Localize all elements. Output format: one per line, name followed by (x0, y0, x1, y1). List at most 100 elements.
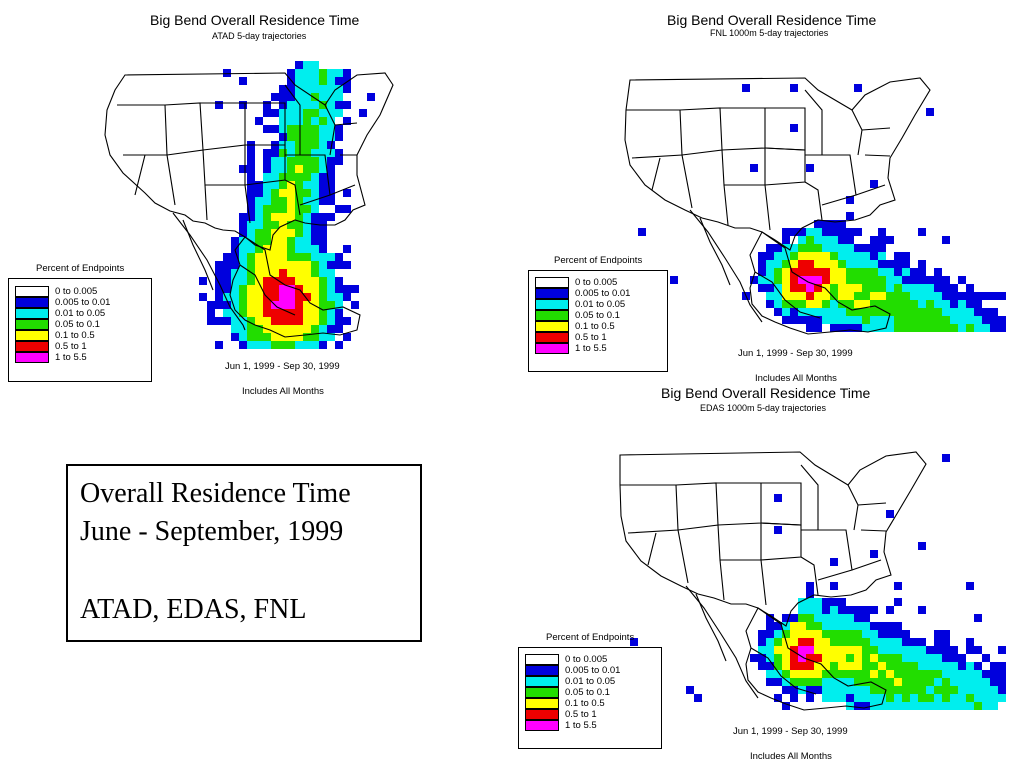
grid-cell (830, 308, 838, 316)
grid-cell (846, 654, 854, 662)
grid-cell (846, 292, 854, 300)
edas-legend: 0 to 0.005 0.005 to 0.01 0.01 to 0.05 0.… (518, 647, 662, 749)
grid-cell (958, 316, 966, 324)
grid-cell (303, 141, 311, 149)
grid-cell (798, 268, 806, 276)
grid-cell (335, 317, 343, 325)
legend-label: 0 to 0.005 (565, 654, 608, 665)
grid-cell (742, 84, 750, 92)
grid-cell (854, 292, 862, 300)
grid-cell (902, 638, 910, 646)
grid-cell (862, 702, 870, 710)
grid-cell (814, 292, 822, 300)
grid-cell (319, 189, 327, 197)
grid-cell (886, 324, 894, 332)
grid-cell (974, 662, 982, 670)
grid-cell (870, 292, 878, 300)
grid-cell (854, 686, 862, 694)
grid-cell (311, 341, 319, 349)
grid-cell (790, 228, 798, 236)
grid-cell (343, 261, 351, 269)
grid-cell (303, 317, 311, 325)
legend-swatch (525, 698, 559, 709)
grid-cell (231, 325, 239, 333)
grid-cell (367, 93, 375, 101)
grid-cell (798, 678, 806, 686)
atad-title: Big Bend Overall Residence Time (150, 12, 360, 28)
grid-cell (239, 317, 247, 325)
grid-cell (758, 284, 766, 292)
legend-swatch (15, 352, 49, 363)
grid-cell (838, 598, 846, 606)
grid-cell (319, 117, 327, 125)
fnl-title: Big Bend Overall Residence Time (667, 12, 877, 28)
grid-cell (271, 221, 279, 229)
grid-cell (878, 292, 886, 300)
grid-cell (830, 646, 838, 654)
grid-cell (303, 237, 311, 245)
grid-cell (295, 149, 303, 157)
grid-cell (870, 316, 878, 324)
grid-cell (838, 614, 846, 622)
grid-cell (287, 333, 295, 341)
grid-cell (814, 308, 822, 316)
grid-cell (223, 69, 231, 77)
grid-cell (295, 93, 303, 101)
grid-cell (327, 141, 335, 149)
edas-legend-row: 0.5 to 1 (525, 709, 665, 720)
grid-cell (910, 268, 918, 276)
grid-cell (886, 236, 894, 244)
grid-cell (311, 93, 319, 101)
grid-cell (239, 309, 247, 317)
grid-cell (846, 268, 854, 276)
grid-cell (343, 285, 351, 293)
grid-cell (774, 252, 782, 260)
grid-cell (990, 316, 998, 324)
grid-cell (830, 324, 838, 332)
grid-cell (295, 253, 303, 261)
grid-cell (343, 205, 351, 213)
grid-cell (870, 606, 878, 614)
grid-cell (774, 622, 782, 630)
grid-cell (239, 245, 247, 253)
grid-cell (806, 694, 814, 702)
grid-cell (766, 630, 774, 638)
grid-cell (870, 686, 878, 694)
edas-date-range: Jun 1, 1999 - Sep 30, 1999 (733, 726, 848, 737)
grid-cell (870, 638, 878, 646)
grid-cell (247, 309, 255, 317)
grid-cell (215, 261, 223, 269)
grid-cell (271, 317, 279, 325)
grid-cell (838, 244, 846, 252)
grid-cell (279, 293, 287, 301)
grid-cell (287, 181, 295, 189)
grid-cell (894, 654, 902, 662)
grid-cell (806, 606, 814, 614)
grid-cell (327, 77, 335, 85)
legend-label: 1 to 5.5 (575, 343, 607, 354)
grid-cell (247, 317, 255, 325)
grid-cell (966, 686, 974, 694)
fnl-months-note: Includes All Months (755, 373, 837, 384)
atad-date-range: Jun 1, 1999 - Sep 30, 1999 (225, 361, 340, 372)
grid-cell (271, 285, 279, 293)
legend-label: 0.1 to 0.5 (575, 321, 615, 332)
grid-cell (814, 606, 822, 614)
grid-cell (351, 301, 359, 309)
grid-cell (934, 646, 942, 654)
grid-cell (886, 678, 894, 686)
grid-cell (239, 77, 247, 85)
grid-cell (862, 276, 870, 284)
grid-cell (886, 316, 894, 324)
grid-cell (806, 686, 814, 694)
grid-cell (231, 277, 239, 285)
grid-cell (974, 316, 982, 324)
grid-cell (287, 293, 295, 301)
grid-cell (886, 268, 894, 276)
grid-cell (239, 165, 247, 173)
grid-cell (279, 229, 287, 237)
grid-cell (255, 237, 263, 245)
grid-cell (319, 261, 327, 269)
grid-cell (870, 550, 878, 558)
grid-cell (255, 333, 263, 341)
